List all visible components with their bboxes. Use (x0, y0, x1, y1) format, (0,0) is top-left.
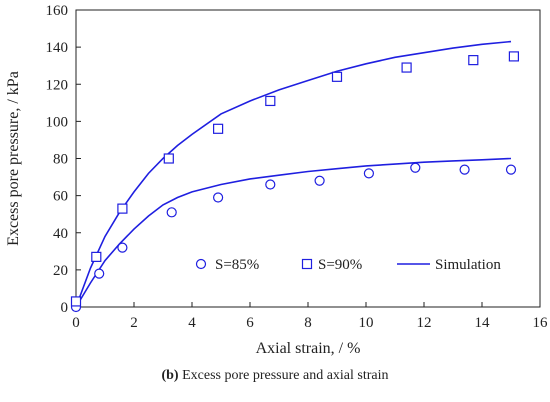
x-tick-label: 2 (130, 315, 138, 331)
legend-label-s85: S=85% (215, 257, 259, 273)
y-tick-label: 60 (53, 189, 68, 205)
chart-svg: 0 2 4 6 8 10 12 14 16020406080100120140160Axial … (5, 3, 549, 357)
data-point-s85 (166, 207, 177, 218)
data-point-s85 (363, 168, 374, 179)
caption-text: Excess pore pressure and axial strain (178, 368, 389, 383)
x-tick-label: 6 (246, 315, 254, 331)
legend-marker-s90 (301, 258, 313, 270)
data-point-s90 (163, 153, 174, 164)
data-point-s90 (468, 55, 479, 66)
data-point-s85 (213, 192, 224, 203)
y-tick-label: 80 (53, 152, 68, 168)
data-point-s85 (265, 179, 276, 190)
x-tick-label: 0 (72, 315, 80, 331)
x-tick-label: 4 (188, 315, 196, 331)
x-tick-label: 14 (475, 315, 491, 331)
data-point-s85 (459, 164, 470, 175)
x-tick-label: 8 (304, 315, 312, 331)
data-point-s85 (410, 162, 421, 173)
x-axis-title: Axial strain, / % (256, 340, 361, 357)
data-point-s90 (265, 95, 276, 107)
x-tick-label: 16 (533, 315, 549, 331)
figure-caption: (b) Excess pore pressure and axial strai… (0, 368, 550, 384)
data-point-s90 (508, 51, 519, 62)
legend-marker-s85 (195, 258, 207, 270)
legend-label-s90: S=90% (318, 257, 362, 273)
simulation-curve-1 (75, 157, 512, 308)
y-tick-label: 20 (53, 263, 68, 279)
x-tick-label: 12 (417, 315, 432, 331)
y-tick-label: 40 (53, 226, 68, 242)
data-point-s90 (401, 62, 412, 73)
data-point-s85 (117, 242, 128, 253)
data-point-s90 (70, 296, 82, 307)
data-point-s85 (314, 175, 325, 186)
y-tick-label: 100 (46, 114, 69, 130)
data-point-s90 (117, 203, 128, 214)
y-tick-label: 160 (46, 3, 69, 19)
y-tick-label: 0 (61, 300, 69, 316)
caption-label: (b) (161, 368, 179, 383)
y-axis-title: Excess pore pressure, / kPa (5, 71, 22, 246)
y-tick-label: 140 (46, 40, 69, 56)
y-tick-label: 120 (46, 77, 69, 93)
data-point-s85 (505, 164, 517, 175)
data-point-s90 (213, 123, 224, 134)
data-point-s90 (331, 71, 343, 82)
legend-label-simulation: Simulation (435, 257, 501, 273)
data-point-s90 (91, 251, 102, 262)
data-point-s85 (94, 268, 105, 279)
x-tick-label: 10 (359, 315, 374, 331)
